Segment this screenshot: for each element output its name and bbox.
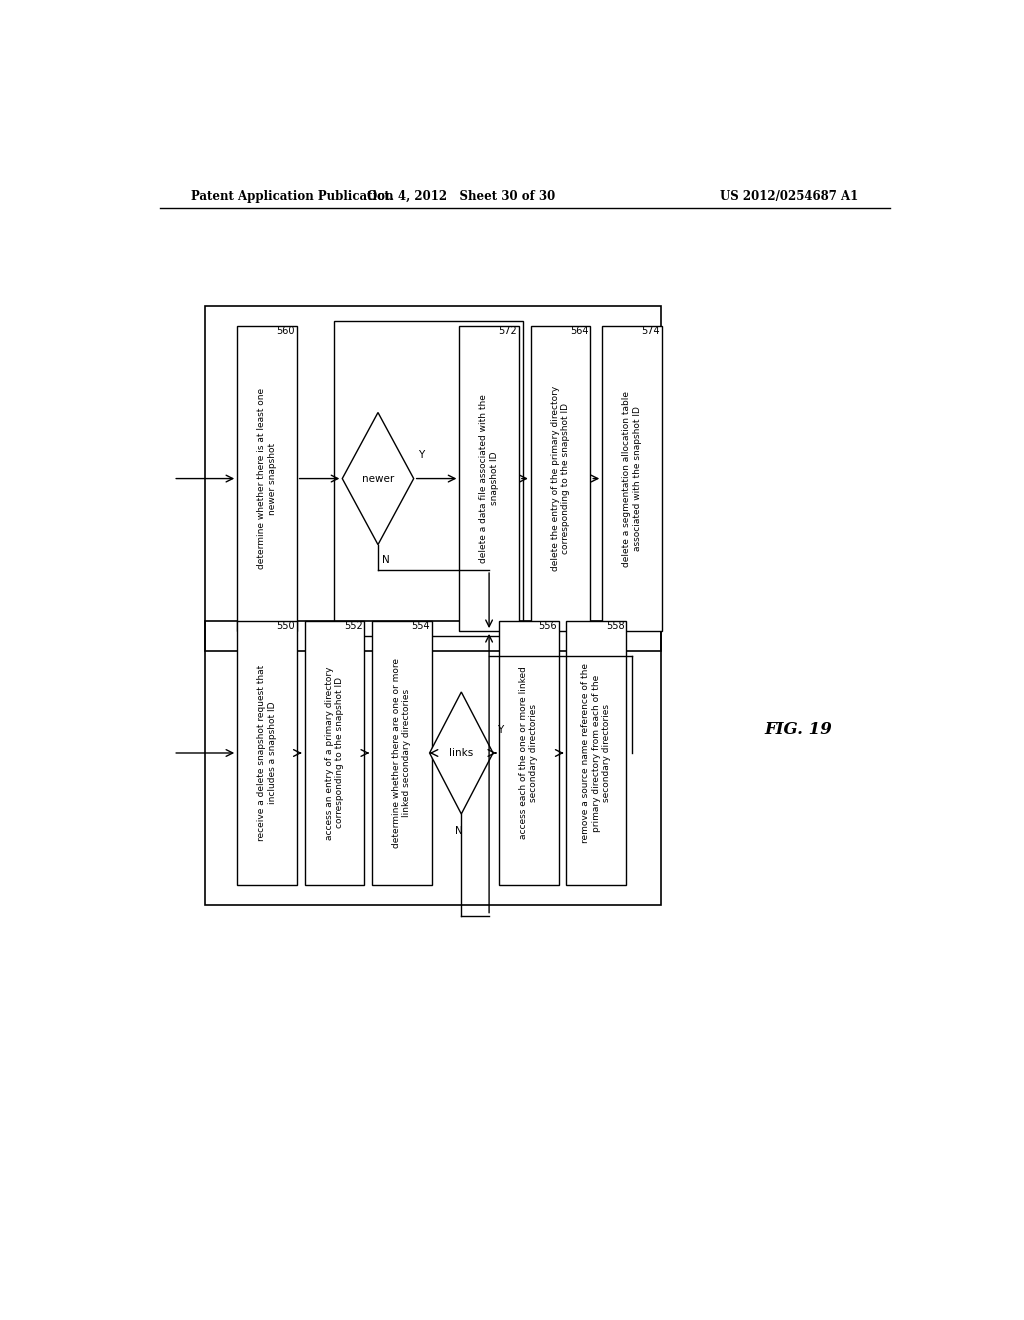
Bar bbox=[334, 321, 523, 636]
Text: Y: Y bbox=[497, 725, 503, 735]
Text: determine whether there is at least one
newer snapshot: determine whether there is at least one … bbox=[257, 388, 276, 569]
Text: N: N bbox=[382, 554, 390, 565]
Text: 572: 572 bbox=[499, 326, 517, 337]
Text: 556: 556 bbox=[539, 620, 557, 631]
Text: access an entry of a primary directory
corresponding to the snapshot ID: access an entry of a primary directory c… bbox=[325, 667, 344, 840]
Bar bbox=[460, 326, 519, 631]
Text: 574: 574 bbox=[641, 326, 660, 337]
Text: FIG. 19: FIG. 19 bbox=[765, 721, 833, 738]
Text: determine whether there are one or more
linked secondary directories: determine whether there are one or more … bbox=[392, 657, 412, 847]
Text: receive a delete snapshot request that
includes a snapshot ID: receive a delete snapshot request that i… bbox=[257, 665, 276, 841]
Text: Y: Y bbox=[418, 450, 424, 461]
Text: 554: 554 bbox=[412, 620, 430, 631]
Bar bbox=[238, 326, 297, 631]
Text: 550: 550 bbox=[276, 620, 295, 631]
Text: US 2012/0254687 A1: US 2012/0254687 A1 bbox=[720, 190, 858, 202]
Text: delete the entry of the primary directory
corresponding to the snapshot ID: delete the entry of the primary director… bbox=[551, 385, 570, 572]
Text: newer: newer bbox=[361, 474, 394, 483]
Bar bbox=[372, 620, 431, 886]
Bar bbox=[304, 620, 365, 886]
Text: delete a segmentation allocation table
associated with the snapshot ID: delete a segmentation allocation table a… bbox=[623, 391, 642, 566]
Text: remove a source name reference of the
primary directory from each of the
seconda: remove a source name reference of the pr… bbox=[582, 663, 611, 843]
Text: links: links bbox=[450, 748, 473, 758]
Bar bbox=[499, 620, 558, 886]
Text: 564: 564 bbox=[570, 326, 589, 337]
Polygon shape bbox=[342, 412, 414, 545]
Bar bbox=[530, 326, 590, 631]
Text: 552: 552 bbox=[344, 620, 362, 631]
Text: Oct. 4, 2012   Sheet 30 of 30: Oct. 4, 2012 Sheet 30 of 30 bbox=[368, 190, 555, 202]
Text: 560: 560 bbox=[276, 326, 295, 337]
Text: delete a data file associated with the
snapshot ID: delete a data file associated with the s… bbox=[479, 395, 499, 564]
Bar bbox=[205, 620, 662, 906]
Polygon shape bbox=[430, 692, 494, 814]
Text: Patent Application Publication: Patent Application Publication bbox=[191, 190, 394, 202]
Bar bbox=[205, 306, 662, 651]
Text: 558: 558 bbox=[606, 620, 625, 631]
Bar bbox=[602, 326, 662, 631]
Bar bbox=[238, 620, 297, 886]
Bar bbox=[566, 620, 626, 886]
Text: access each of the one or more linked
secondary directories: access each of the one or more linked se… bbox=[519, 667, 539, 840]
Text: N: N bbox=[455, 826, 463, 836]
